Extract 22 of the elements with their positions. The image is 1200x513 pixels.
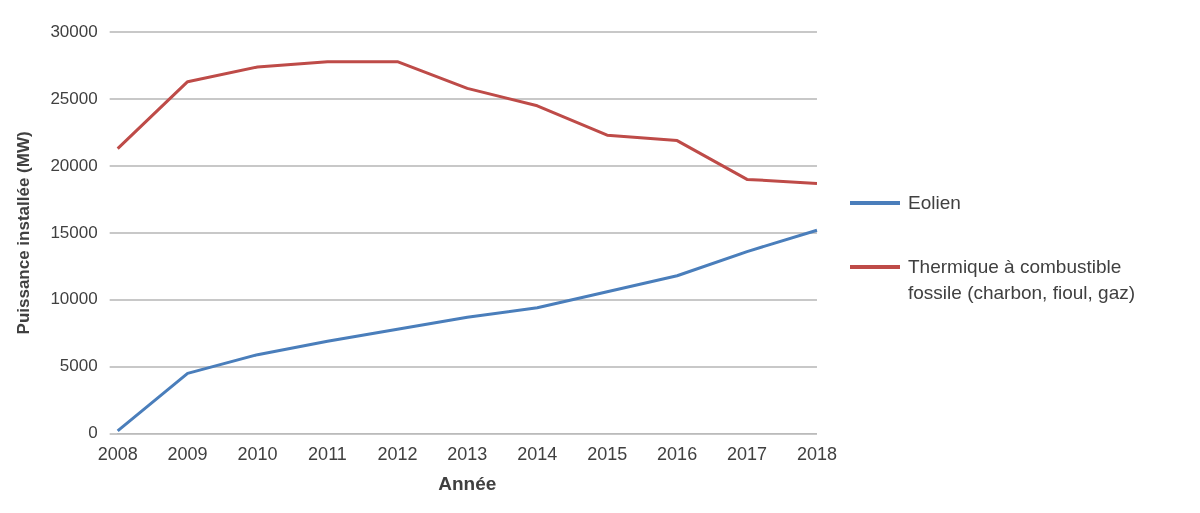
x-tick-label: 2012 <box>377 444 418 465</box>
x-axis-title: Année <box>438 472 497 494</box>
x-tick-label: 2015 <box>587 444 628 465</box>
x-tick-label: 2014 <box>517 444 558 465</box>
x-tick-label: 2013 <box>447 444 488 465</box>
x-tick-label: 2009 <box>167 444 208 465</box>
y-tick-label: 25000 <box>50 88 98 108</box>
legend-label: Eolien <box>908 191 961 215</box>
x-tick-label: 2011 <box>308 444 347 465</box>
y-tick-label: 15000 <box>50 222 98 242</box>
y-tick-label: 10000 <box>50 289 98 309</box>
y-tick-label: 30000 <box>50 21 98 41</box>
x-tick-label: 2017 <box>727 444 768 465</box>
y-tick-label: 5000 <box>59 356 98 376</box>
x-tick-label: 2016 <box>657 444 698 465</box>
x-tick-label: 2008 <box>97 444 138 465</box>
y-axis-title: Puissance installée (MW) <box>13 131 33 335</box>
legend-label: Thermique à combustible fossile (charbon, fioul, gaz) <box>908 255 1137 305</box>
y-tick-label: 0 <box>88 423 98 443</box>
x-tick-label: 2018 <box>796 444 837 465</box>
x-tick-label: 2010 <box>237 444 278 465</box>
y-tick-label: 20000 <box>50 155 98 175</box>
